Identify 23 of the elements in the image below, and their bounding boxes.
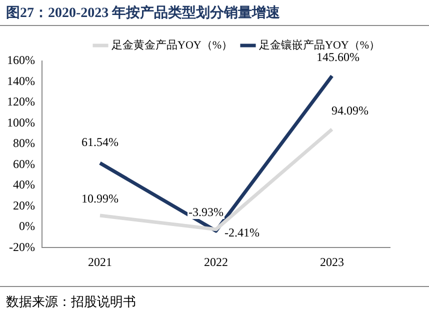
source-note: 数据来源：招股说明书 xyxy=(6,293,137,311)
y-tick-label: 60% xyxy=(12,156,35,171)
data-label: 145.60% xyxy=(316,50,360,64)
y-tick-label: 120% xyxy=(6,94,35,109)
legend-label: 足金镶嵌产品YOY（%） xyxy=(259,38,380,52)
data-label: -2.41% xyxy=(224,226,260,240)
y-tick-label: 100% xyxy=(6,115,35,130)
x-tick-label: 2023 xyxy=(320,254,344,269)
y-tick-label: -20% xyxy=(8,240,35,254)
y-tick-label: 140% xyxy=(6,74,35,88)
x-tick-label: 2022 xyxy=(204,254,228,269)
data-label: -3.93% xyxy=(188,205,224,220)
data-label: 61.54% xyxy=(81,135,118,150)
y-tick-label: 40% xyxy=(12,178,35,192)
legend-label: 足金黄金产品YOY（%） xyxy=(112,38,233,52)
x-tick-label: 2021 xyxy=(88,254,112,269)
data-label: 94.09% xyxy=(332,103,368,118)
y-tick-label: 20% xyxy=(12,198,35,212)
y-tick-label: 80% xyxy=(12,136,35,150)
y-tick-label: 0% xyxy=(18,219,35,234)
chart-title: 图27：2020-2023 年按产品类型划分销量增速 xyxy=(0,0,429,26)
y-tick-label: 160% xyxy=(6,53,35,68)
data-label: 10.99% xyxy=(81,192,118,206)
